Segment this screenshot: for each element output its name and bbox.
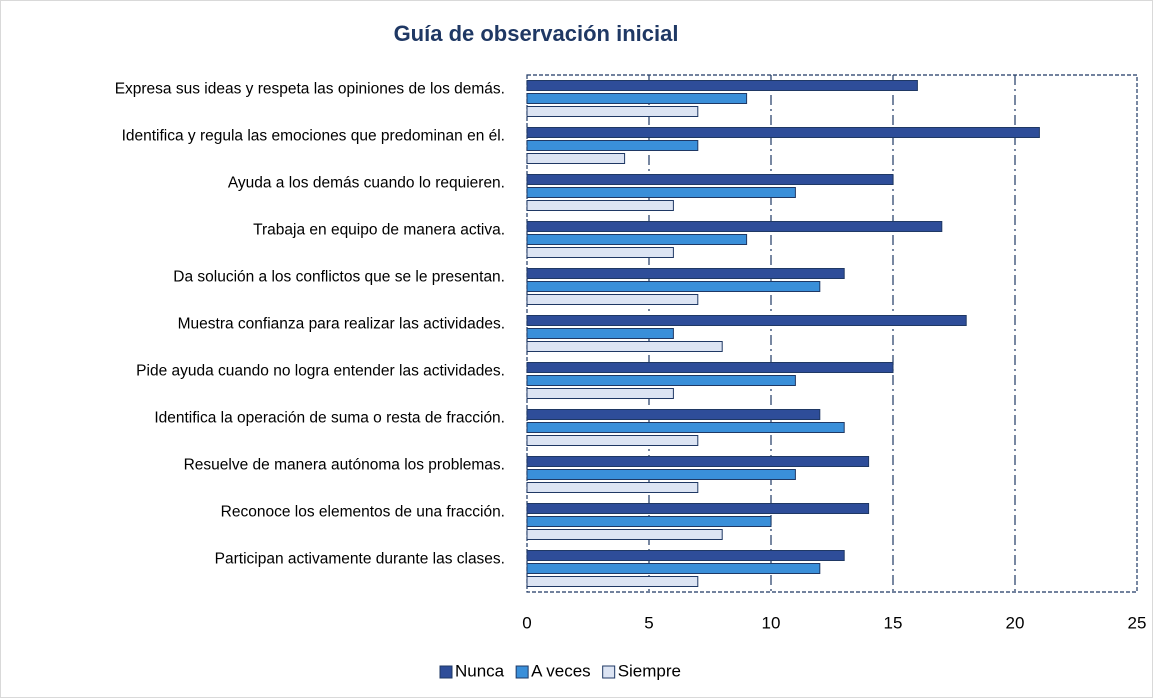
bar <box>526 153 626 164</box>
bar <box>526 268 845 279</box>
bar <box>526 529 723 540</box>
bar <box>526 80 918 91</box>
bar <box>526 576 699 587</box>
legend-label: A veces <box>531 661 591 680</box>
y-tick-label: Resuelve de manera autónoma los problema… <box>184 457 505 474</box>
bar <box>526 456 870 467</box>
bar <box>526 516 772 527</box>
bar <box>526 187 796 198</box>
bar <box>526 362 894 373</box>
bar <box>526 328 674 339</box>
y-tick-label: Trabaja en equipo de manera activa. <box>253 222 505 239</box>
bar <box>526 294 699 305</box>
x-tick-label: 15 <box>884 613 903 632</box>
bar <box>526 200 674 211</box>
chart-title: Guía de observación inicial <box>394 21 679 46</box>
bar <box>526 315 967 326</box>
bar <box>526 469 796 480</box>
bar <box>526 550 845 561</box>
legend-swatch <box>602 665 616 679</box>
bar <box>526 375 796 386</box>
y-tick-label: Muestra confianza para realizar las acti… <box>178 316 505 333</box>
bar <box>526 247 674 258</box>
bar <box>526 221 943 232</box>
x-tick-label: 0 <box>522 613 531 632</box>
bar <box>526 563 821 574</box>
bar <box>526 482 699 493</box>
legend-label: Nunca <box>455 661 505 680</box>
bar <box>526 341 723 352</box>
x-tick-label: 25 <box>1128 613 1147 632</box>
bar <box>526 127 1040 138</box>
bar <box>526 435 699 446</box>
bar <box>526 140 699 151</box>
bar <box>526 422 845 433</box>
bar <box>526 503 870 514</box>
y-tick-label: Ayuda a los demás cuando lo requieren. <box>228 175 505 192</box>
legend-swatch <box>515 665 529 679</box>
y-tick-label: Identifica y regula las emociones que pr… <box>122 128 505 145</box>
bar <box>526 409 821 420</box>
bar <box>526 93 748 104</box>
y-tick-label: Da solución a los conflictos que se le p… <box>173 269 505 286</box>
x-tick-label: 10 <box>762 613 781 632</box>
y-tick-label: Pide ayuda cuando no logra entender las … <box>136 363 505 380</box>
y-tick-label: Reconoce los elementos de una fracción. <box>221 504 505 521</box>
bar <box>526 388 674 399</box>
bar <box>526 106 699 117</box>
y-tick-label: Participan activamente durante las clase… <box>215 551 505 568</box>
bar <box>526 281 821 292</box>
bar <box>526 234 748 245</box>
x-tick-label: 5 <box>644 613 653 632</box>
bar <box>526 174 894 185</box>
legend-label: Siempre <box>618 661 681 680</box>
x-tick-label: 20 <box>1006 613 1025 632</box>
y-tick-label: Expresa sus ideas y respeta las opinione… <box>115 81 505 98</box>
y-tick-label: Identifica la operación de suma o resta … <box>154 410 505 427</box>
legend-swatch <box>439 665 453 679</box>
